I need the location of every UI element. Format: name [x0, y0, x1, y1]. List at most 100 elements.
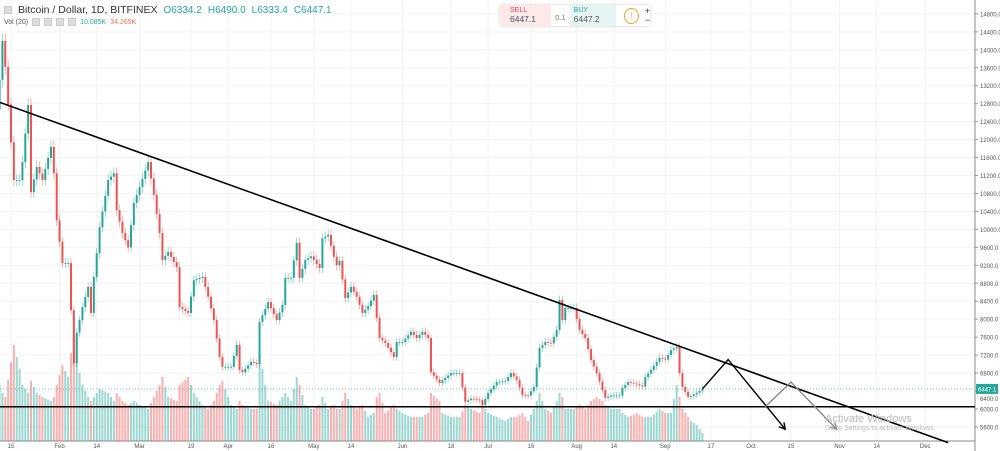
candle-body	[252, 361, 255, 363]
price-tick-label: 8400.0	[980, 300, 999, 306]
candle-body	[598, 373, 601, 382]
candle-body	[638, 384, 641, 386]
increase-quantity-button[interactable]: +	[644, 6, 650, 16]
volume-bar	[29, 381, 32, 441]
buy-button[interactable]: BUY 6447.2	[569, 5, 616, 26]
candle-body	[578, 318, 581, 330]
settings-icon[interactable]	[32, 18, 41, 26]
candle-body	[604, 390, 607, 398]
price-tick-label: 14800.0	[980, 12, 1000, 18]
candle-body	[184, 309, 187, 311]
volume-bar	[527, 421, 530, 441]
candle-body	[649, 369, 652, 374]
volume-bar	[147, 409, 150, 441]
candle-body	[55, 173, 58, 221]
candle-body	[641, 385, 644, 387]
volume-bar	[701, 432, 704, 441]
volume-bar	[604, 405, 607, 441]
candle-body	[101, 211, 104, 228]
volume-bar	[75, 361, 78, 441]
volume-bar	[518, 415, 521, 441]
last-price-badge	[976, 383, 998, 394]
volume-bar	[618, 409, 621, 441]
remove-icon[interactable]	[68, 18, 77, 26]
candle-body	[52, 146, 55, 174]
candle-body	[552, 336, 555, 344]
volume-bar	[387, 410, 390, 441]
candle-body	[35, 166, 38, 180]
volume-bar	[255, 409, 258, 441]
candle-body	[189, 296, 192, 313]
candle-body	[475, 399, 478, 400]
volume-bar	[338, 409, 341, 441]
volume-bar	[87, 397, 90, 441]
buy-price: 6447.2	[573, 14, 600, 24]
volume-bar	[15, 357, 18, 441]
price-tick-label: 12400.0	[980, 120, 1000, 126]
volume-bar	[684, 413, 687, 441]
volume-bar	[224, 389, 227, 441]
volume-bar	[587, 405, 590, 441]
sell-button[interactable]: SELL 6447.1	[500, 5, 552, 26]
candle-body	[618, 395, 621, 397]
volume-bar	[429, 393, 432, 441]
volume-bar	[447, 415, 450, 441]
volume-bar	[384, 413, 387, 441]
candle-body	[207, 286, 210, 297]
info-icon[interactable]: !	[623, 8, 639, 24]
candle-body	[487, 392, 490, 399]
candle-body	[15, 180, 18, 181]
candle-body	[547, 342, 550, 343]
price-tick-label: 6000.0	[980, 408, 999, 414]
symbol-title[interactable]: Bitcoin / Dollar, 1D, BITFINEX	[18, 4, 158, 16]
volume-bar	[632, 414, 635, 441]
volume-bar	[381, 403, 384, 441]
volume-bar	[681, 409, 684, 441]
candle-body	[629, 382, 632, 383]
candle-body	[669, 350, 672, 355]
volume-bar	[498, 418, 501, 441]
candle-body	[309, 256, 312, 259]
candle-body	[249, 361, 252, 366]
time-tick-label: Jun	[398, 444, 408, 450]
candle-body	[329, 234, 332, 246]
volume-bar	[298, 385, 301, 441]
volume-bar	[204, 407, 207, 441]
arrowhead-icon	[778, 422, 787, 431]
candle-body	[18, 180, 21, 181]
collapse-icon[interactable]	[4, 6, 12, 14]
candle-body	[489, 389, 492, 393]
format-icon[interactable]	[56, 18, 65, 26]
decrease-quantity-button[interactable]: −	[644, 15, 650, 25]
candle-body	[304, 259, 307, 269]
volume-bar	[532, 409, 535, 441]
volume-bar	[501, 419, 504, 441]
volume-bar	[635, 413, 638, 441]
visibility-icon[interactable]	[44, 18, 53, 26]
volume-bar	[121, 401, 124, 441]
time-tick-label: 15	[8, 444, 15, 450]
volume-bar	[81, 385, 84, 441]
candle-body	[104, 195, 107, 212]
volume-bar	[132, 401, 135, 441]
candle-body	[664, 358, 667, 360]
candle-body	[418, 334, 421, 339]
volume-bar	[687, 417, 690, 441]
volume-bar	[315, 407, 318, 441]
volume-bar	[44, 398, 47, 441]
volume-bar	[524, 417, 527, 441]
time-tick-label: Dec	[920, 444, 931, 450]
volume-label[interactable]: Vol (20)	[4, 18, 29, 26]
volume-bar	[375, 397, 378, 441]
candle-body	[335, 256, 338, 266]
candle-body	[567, 307, 570, 309]
candle-body	[498, 381, 501, 383]
volume-bar	[172, 399, 175, 441]
volume-bar	[52, 397, 55, 441]
quantity-field[interactable]: 0.1	[555, 13, 566, 22]
volume-bar	[355, 409, 358, 441]
volume-bar	[372, 413, 375, 441]
candle-body	[209, 296, 212, 309]
volume-bar	[138, 405, 141, 441]
